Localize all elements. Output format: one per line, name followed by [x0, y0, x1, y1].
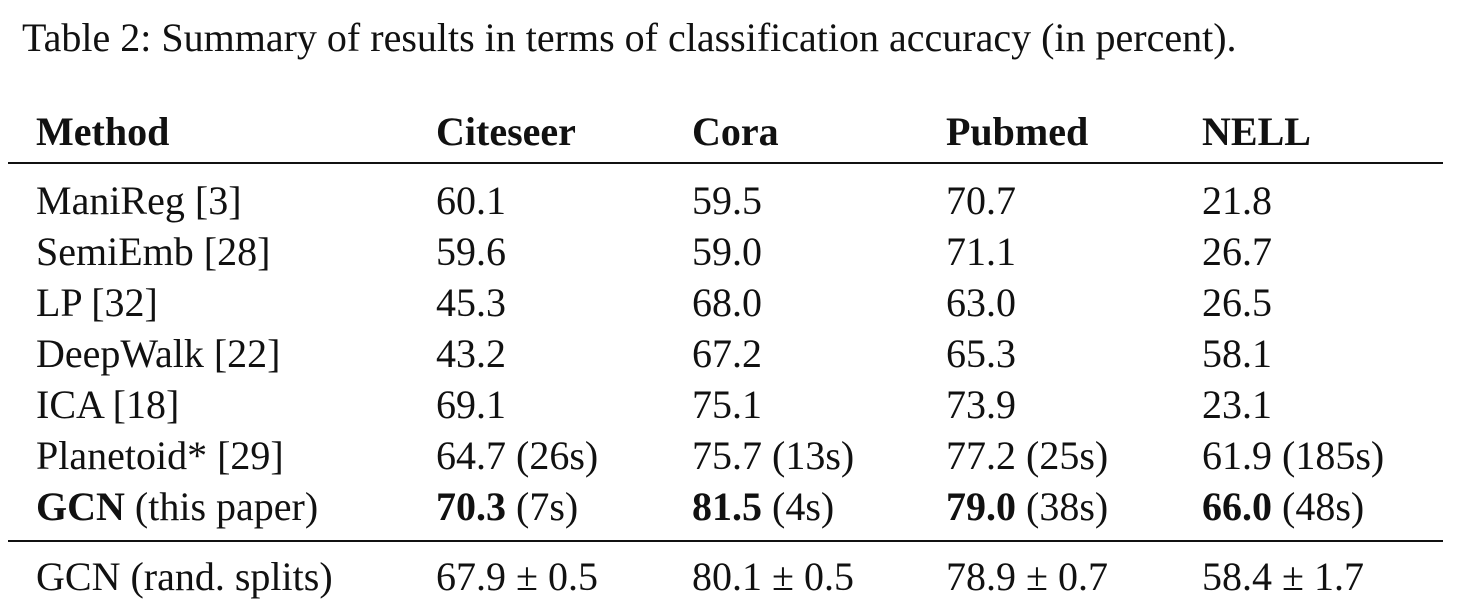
table-row: ICA [18] 69.1 75.1 73.9 23.1: [0, 379, 1470, 431]
method-rest: (this paper): [124, 484, 319, 529]
cora-bold: 81.5: [692, 484, 762, 529]
citeseer-cell: 60.1: [436, 178, 506, 223]
nell-bold: 66.0: [1202, 484, 1272, 529]
cora-cell: 75.7 (13s): [692, 433, 855, 478]
cora-cell: 75.1: [692, 382, 762, 427]
pubmed-rest: (38s): [1016, 484, 1109, 529]
cora-cell: 81.5 (4s): [692, 481, 834, 533]
table-row-rand-splits: GCN (rand. splits) 67.9 ± 0.5 80.1 ± 0.5…: [0, 551, 1470, 603]
cora-cell: 59.0: [692, 229, 762, 274]
citeseer-rest: (7s): [506, 484, 579, 529]
nell-cell: 26.5: [1202, 280, 1272, 325]
table-row: DeepWalk [22] 43.2 67.2 65.3 58.1: [0, 328, 1470, 380]
nell-cell: 23.1: [1202, 382, 1272, 427]
nell-cell: 26.7: [1202, 229, 1272, 274]
method-cell: ManiReg [3]: [36, 178, 242, 223]
citeseer-cell: 64.7 (26s): [436, 433, 599, 478]
method-cell: GCN (rand. splits): [36, 554, 333, 599]
method-cell: GCN (this paper): [36, 481, 318, 533]
pubmed-cell: 70.7: [946, 178, 1016, 223]
nell-rest: (48s): [1272, 484, 1365, 529]
cora-cell: 59.5: [692, 178, 762, 223]
header-citeseer: Citeseer: [436, 109, 576, 154]
citeseer-cell: 69.1: [436, 382, 506, 427]
cora-cell: 68.0: [692, 280, 762, 325]
method-cell: ICA [18]: [36, 382, 180, 427]
nell-cell: 58.1: [1202, 331, 1272, 376]
method-cell: Planetoid* [29]: [36, 433, 284, 478]
cora-rest: (4s): [762, 484, 835, 529]
nell-cell: 61.9 (185s): [1202, 433, 1385, 478]
citeseer-cell: 43.2: [436, 331, 506, 376]
citeseer-cell: 67.9 ± 0.5: [436, 554, 598, 599]
nell-cell: 66.0 (48s): [1202, 481, 1364, 533]
pubmed-cell: 65.3: [946, 331, 1016, 376]
citeseer-cell: 45.3: [436, 280, 506, 325]
pubmed-cell: 63.0: [946, 280, 1016, 325]
header-nell: NELL: [1202, 109, 1311, 154]
header-pubmed: Pubmed: [946, 109, 1089, 154]
table-header-row: Method Citeseer Cora Pubmed NELL: [0, 106, 1470, 158]
method-cell: SemiEmb [28]: [36, 229, 271, 274]
citeseer-cell: 59.6: [436, 229, 506, 274]
pubmed-cell: 77.2 (25s): [946, 433, 1109, 478]
pubmed-cell: 73.9: [946, 382, 1016, 427]
pubmed-cell: 79.0 (38s): [946, 481, 1108, 533]
pubmed-cell: 71.1: [946, 229, 1016, 274]
pubmed-bold: 79.0: [946, 484, 1016, 529]
pubmed-cell: 78.9 ± 0.7: [946, 554, 1108, 599]
nell-cell: 21.8: [1202, 178, 1272, 223]
table-row: ManiReg [3] 60.1 59.5 70.7 21.8: [0, 175, 1470, 227]
cora-cell: 67.2: [692, 331, 762, 376]
method-cell: LP [32]: [36, 280, 158, 325]
table-row: SemiEmb [28] 59.6 59.0 71.1 26.7: [0, 226, 1470, 278]
table-row-gcn: GCN (this paper) 70.3 (7s) 81.5 (4s) 79.…: [0, 481, 1470, 533]
cora-cell: 80.1 ± 0.5: [692, 554, 854, 599]
table-row: LP [32] 45.3 68.0 63.0 26.5: [0, 277, 1470, 329]
table-caption: Table 2: Summary of results in terms of …: [22, 15, 1237, 60]
citeseer-bold: 70.3: [436, 484, 506, 529]
method-cell: DeepWalk [22]: [36, 331, 281, 376]
citeseer-cell: 70.3 (7s): [436, 481, 578, 533]
header-divider: [8, 162, 1443, 164]
nell-cell: 58.4 ± 1.7: [1202, 554, 1364, 599]
method-bold: GCN: [36, 484, 125, 529]
header-cora: Cora: [692, 109, 779, 154]
section-divider: [8, 540, 1443, 542]
header-method: Method: [36, 109, 170, 154]
table-row: Planetoid* [29] 64.7 (26s) 75.7 (13s) 77…: [0, 430, 1470, 482]
